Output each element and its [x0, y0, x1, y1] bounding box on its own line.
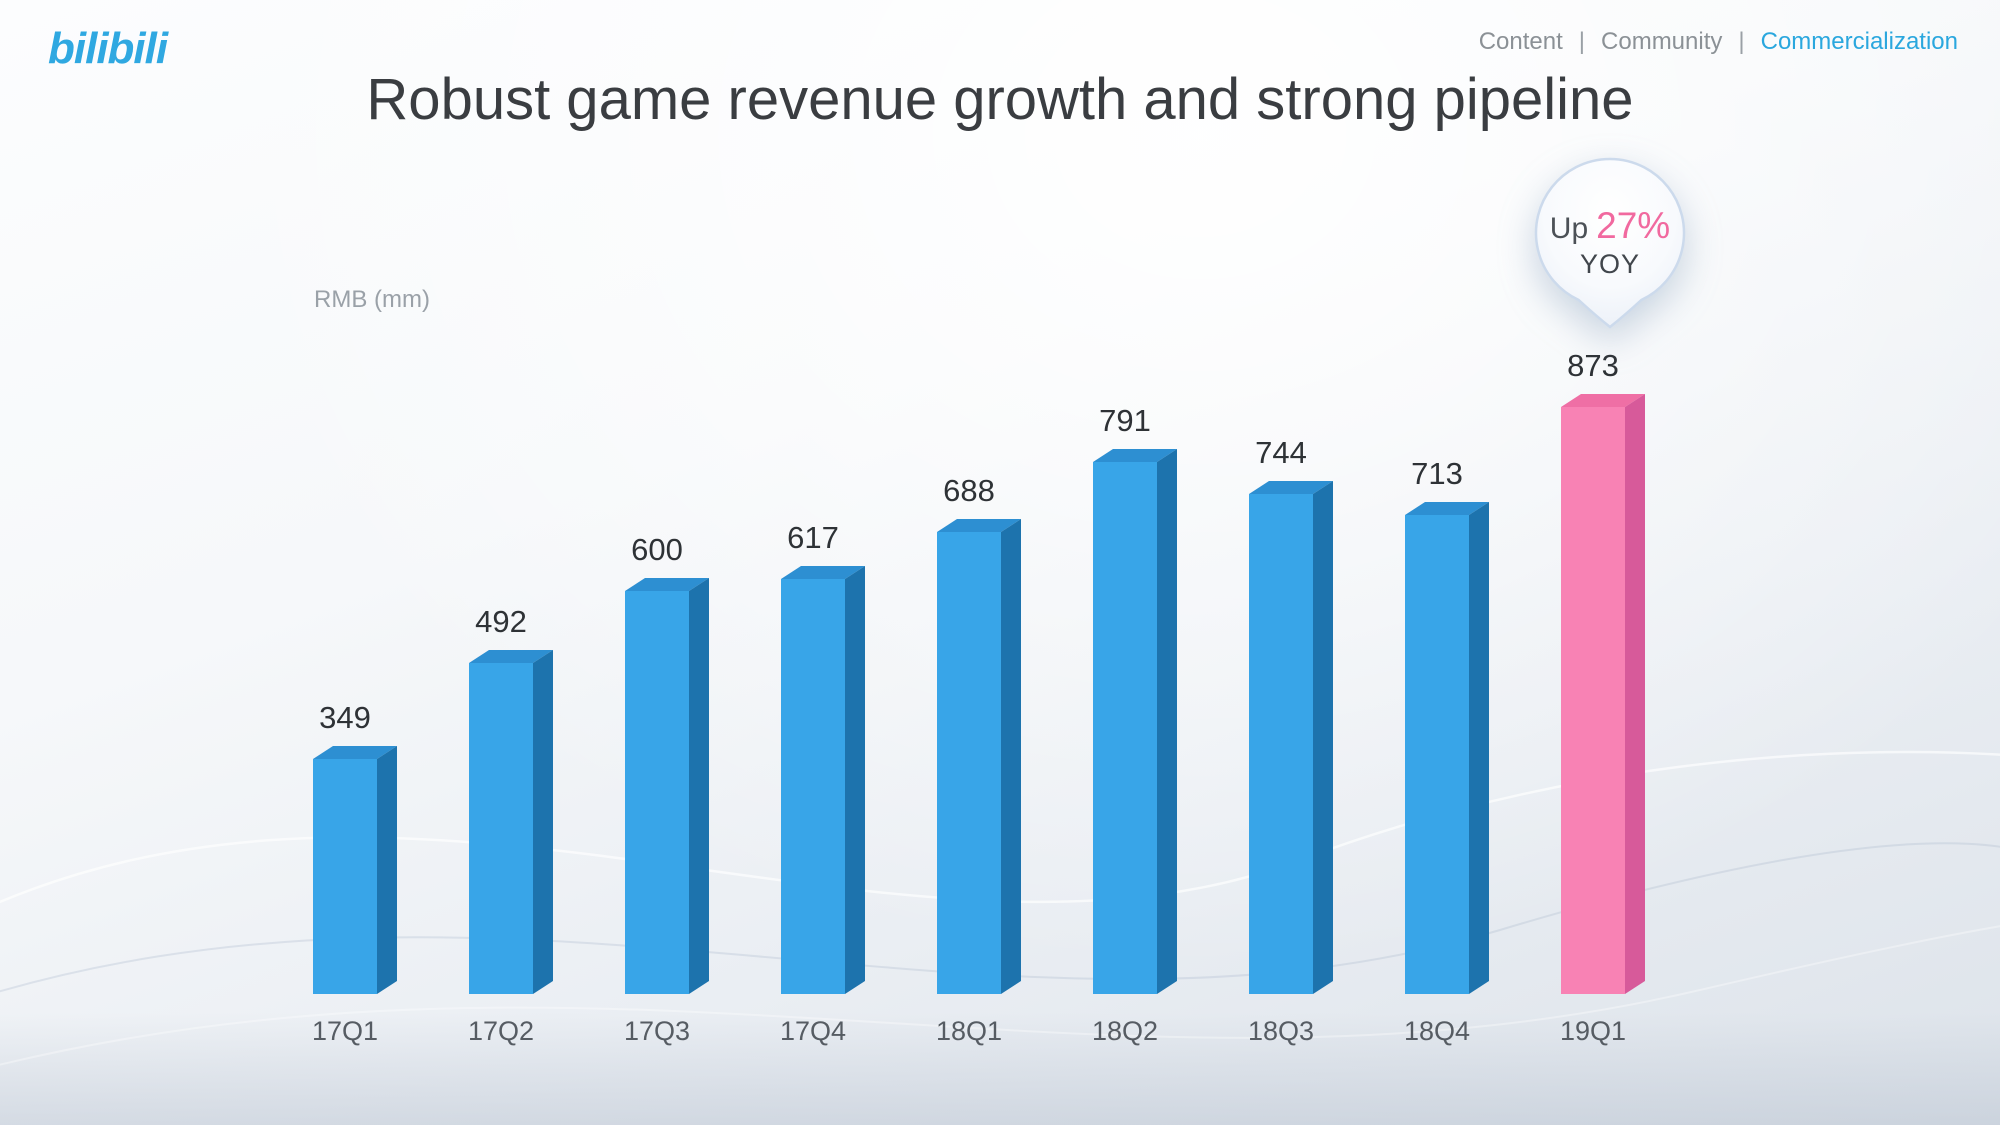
bar-side-face [1001, 519, 1021, 994]
bar-side-face [533, 650, 553, 994]
page-title: Robust game revenue growth and strong pi… [366, 67, 1634, 132]
nav-separator: | [1738, 28, 1745, 55]
bar-top-face [781, 566, 865, 579]
bar-side-face [1157, 449, 1177, 994]
bar-side-face [377, 746, 397, 994]
bar-value-label: 492 [475, 604, 527, 639]
bar-17q1 [313, 746, 397, 994]
bar-18q4 [1405, 502, 1489, 994]
bar-17q3 [625, 578, 709, 994]
nav-content[interactable]: Content [1478, 28, 1563, 55]
bar-category-label: 18Q3 [1247, 1016, 1315, 1046]
nav-commercialization[interactable]: Commercialization [1760, 28, 1958, 55]
bar-category-label: 17Q3 [623, 1016, 691, 1046]
bar-side-face [1469, 502, 1489, 994]
bar-18q1 [937, 519, 1021, 994]
bar-top-face [625, 578, 709, 591]
bar-top-face [469, 650, 553, 663]
bar-category-label: 17Q4 [779, 1016, 847, 1046]
nav-separator: | [1578, 28, 1586, 55]
callout-growth-text: Up 27% [1525, 205, 1695, 247]
bar-value-label: 713 [1411, 456, 1463, 491]
nav-community[interactable]: Community [1601, 28, 1723, 55]
bar-top-face [313, 746, 397, 759]
callout-balloon-shape [1534, 157, 1686, 329]
bar-side-face [845, 566, 865, 994]
callout-yoy-label: YOY [1579, 249, 1641, 279]
bar-front-face [937, 532, 1001, 994]
bar-18q2 [1093, 449, 1177, 994]
bar-value-label: 791 [1099, 403, 1151, 438]
bar-category-label: 17Q2 [467, 1016, 535, 1046]
bar-front-face [1561, 407, 1625, 994]
bar-category-label: 18Q2 [1091, 1016, 1159, 1046]
bar-top-face [1561, 394, 1645, 407]
section-nav: Content | Community | Commercialization [1479, 28, 1958, 56]
bar-category-label: 19Q1 [1559, 1016, 1627, 1046]
bar-front-face [781, 579, 845, 994]
bar-17q4 [781, 566, 865, 994]
bar-17q2 [469, 650, 553, 994]
bar-value-label: 873 [1567, 348, 1619, 383]
bar-front-face [1093, 462, 1157, 994]
bar-top-face [937, 519, 1021, 532]
bar-front-face [1405, 515, 1469, 994]
bar-value-label: 600 [631, 532, 683, 567]
bar-value-label: 617 [787, 520, 839, 555]
bar-value-label: 349 [319, 700, 371, 735]
axis-unit-label: RMB (mm) [314, 286, 430, 313]
callout-percentage: 27% [1596, 205, 1671, 246]
bar-side-face [689, 578, 709, 994]
bar-side-face [1625, 394, 1645, 994]
bar-18q3 [1249, 481, 1333, 994]
bar-top-face [1093, 449, 1177, 462]
bar-19q1 [1561, 394, 1645, 994]
bar-category-label: 18Q1 [935, 1016, 1003, 1046]
bar-top-face [1405, 502, 1489, 515]
bar-front-face [469, 663, 533, 994]
bar-top-face [1249, 481, 1333, 494]
bilibili-logo: bilibili [48, 24, 168, 73]
bar-category-label: 18Q4 [1403, 1016, 1471, 1046]
bar-value-label: 688 [943, 473, 995, 508]
bar-front-face [313, 759, 377, 994]
bar-category-label: 17Q1 [311, 1016, 379, 1046]
bar-front-face [1249, 494, 1313, 994]
bar-value-label: 744 [1255, 435, 1307, 470]
bar-side-face [1313, 481, 1333, 994]
bar-front-face [625, 591, 689, 994]
callout-up-label: Up [1549, 212, 1589, 245]
yoy-callout: Up 27% YOY [1525, 153, 1695, 353]
